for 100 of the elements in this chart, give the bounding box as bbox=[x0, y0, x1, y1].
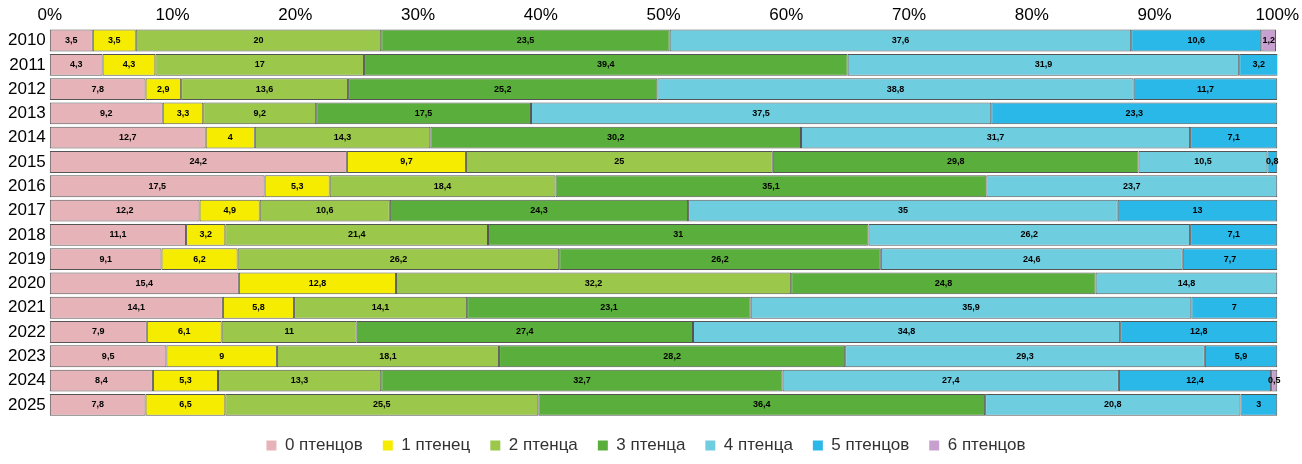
data-label: 31,9 bbox=[1034, 59, 1053, 70]
y-tick-label: 2023 bbox=[7, 345, 46, 365]
data-label: 23,1 bbox=[600, 302, 618, 313]
data-label: 13,6 bbox=[255, 83, 274, 94]
data-label: 4,9 bbox=[223, 205, 236, 216]
data-label: 17,5 bbox=[148, 180, 166, 191]
data-label: 26,2 bbox=[1020, 229, 1039, 240]
y-tick-label: 2017 bbox=[7, 200, 46, 220]
legend-label: 1 птенец bbox=[401, 435, 471, 455]
data-label: 5,9 bbox=[1234, 350, 1248, 361]
data-label: 6,1 bbox=[177, 326, 191, 337]
data-label: 25,5 bbox=[373, 399, 391, 410]
data-label: 26,2 bbox=[389, 253, 408, 264]
data-label: 24,6 bbox=[1023, 253, 1041, 264]
y-tick-label: 2021 bbox=[7, 297, 46, 317]
x-tick-label: 20% bbox=[278, 4, 313, 24]
data-label: 9,7 bbox=[400, 156, 413, 167]
y-tick-label: 2012 bbox=[7, 78, 46, 98]
data-label: 18,4 bbox=[433, 180, 452, 191]
data-label: 12,4 bbox=[1186, 375, 1204, 386]
data-label: 4 bbox=[227, 132, 233, 143]
data-label: 32,2 bbox=[584, 277, 603, 288]
data-label: 7,1 bbox=[1227, 229, 1240, 240]
data-label: 6,5 bbox=[179, 399, 192, 410]
data-label: 29,3 bbox=[1016, 350, 1034, 361]
data-label: 38,8 bbox=[886, 83, 905, 94]
data-label: 10,6 bbox=[316, 205, 334, 216]
data-label: 12,8 bbox=[1189, 326, 1208, 337]
data-label: 9,5 bbox=[101, 350, 115, 361]
data-label: 23,7 bbox=[1123, 180, 1141, 191]
data-label: 37,6 bbox=[891, 35, 910, 46]
data-label: 7 bbox=[1231, 302, 1237, 313]
data-label: 6,2 bbox=[193, 253, 206, 264]
data-label: 11,1 bbox=[109, 229, 127, 240]
data-label: 3,2 bbox=[199, 229, 212, 240]
data-label: 10,6 bbox=[1187, 35, 1206, 46]
legend-label: 5 птенцов bbox=[831, 435, 910, 455]
x-tick-label: 60% bbox=[769, 4, 804, 24]
data-label: 36,4 bbox=[752, 399, 771, 410]
data-label: 28,2 bbox=[663, 350, 681, 361]
y-tick-label: 2020 bbox=[7, 273, 46, 293]
data-label: 4,3 bbox=[69, 59, 83, 70]
data-label: 17,5 bbox=[414, 107, 433, 118]
data-label: 27,4 bbox=[942, 375, 960, 386]
data-label: 29,8 bbox=[946, 156, 965, 167]
data-label: 3,3 bbox=[176, 107, 190, 118]
data-label: 23,5 bbox=[516, 35, 535, 46]
data-label: 24,3 bbox=[530, 205, 548, 216]
data-label: 3 bbox=[1256, 399, 1262, 410]
x-tick-label: 50% bbox=[646, 4, 681, 24]
data-label: 25,2 bbox=[493, 83, 512, 94]
legend-label: 4 птенца bbox=[723, 435, 794, 455]
data-label: 13 bbox=[1192, 205, 1203, 216]
data-label: 9,2 bbox=[100, 107, 113, 118]
data-label: 27,4 bbox=[516, 326, 534, 337]
legend-label: 0 птенцов bbox=[284, 435, 363, 455]
data-label: 24,8 bbox=[934, 277, 953, 288]
data-label: 5,8 bbox=[252, 302, 265, 313]
data-label: 10,5 bbox=[1194, 156, 1212, 167]
x-tick-label: 30% bbox=[401, 4, 436, 24]
y-tick-label: 2019 bbox=[7, 248, 46, 268]
data-label: 37,5 bbox=[752, 107, 770, 118]
data-label: 25 bbox=[614, 156, 625, 167]
data-label: 20,8 bbox=[1104, 399, 1122, 410]
data-label: 7,8 bbox=[91, 83, 104, 94]
data-label: 35,9 bbox=[962, 302, 980, 313]
x-tick-label: 0% bbox=[37, 4, 63, 24]
data-label: 7,9 bbox=[92, 326, 105, 337]
data-label: 31,7 bbox=[986, 132, 1005, 143]
data-label: 5,3 bbox=[179, 375, 192, 386]
data-label: 31 bbox=[673, 229, 684, 240]
legend-label: 2 птенца bbox=[508, 435, 579, 455]
y-tick-label: 2025 bbox=[7, 394, 46, 414]
data-label: 35,1 bbox=[762, 180, 780, 191]
legend-label: 3 птенца bbox=[616, 435, 686, 455]
x-tick-label: 70% bbox=[892, 4, 927, 24]
data-label: 4,3 bbox=[122, 59, 136, 70]
y-tick-label: 2016 bbox=[7, 175, 46, 195]
x-tick-label: 100% bbox=[1255, 4, 1299, 24]
y-tick-label: 2015 bbox=[7, 151, 46, 171]
data-label: 14,3 bbox=[333, 132, 352, 143]
data-label: 34,8 bbox=[897, 326, 916, 337]
data-label: 39,4 bbox=[597, 59, 615, 70]
data-label: 5,3 bbox=[290, 180, 304, 191]
data-label: 9,1 bbox=[99, 253, 112, 264]
data-label: 11 bbox=[284, 326, 294, 337]
x-tick-label: 40% bbox=[523, 4, 558, 24]
data-label: 24,2 bbox=[189, 156, 208, 167]
data-label: 21,4 bbox=[347, 229, 366, 240]
data-label: 8,4 bbox=[95, 375, 108, 386]
data-label: 7,8 bbox=[91, 399, 104, 410]
data-label: 7,7 bbox=[1223, 253, 1237, 264]
x-tick-label: 90% bbox=[1137, 4, 1172, 24]
y-tick-label: 2018 bbox=[7, 224, 46, 244]
data-label: 20 bbox=[253, 35, 264, 46]
data-label: 12,8 bbox=[308, 277, 327, 288]
data-label: 26,2 bbox=[711, 253, 729, 264]
data-label: 11,7 bbox=[1196, 83, 1214, 94]
y-tick-label: 2022 bbox=[7, 321, 46, 341]
data-label: 18,1 bbox=[379, 350, 397, 361]
